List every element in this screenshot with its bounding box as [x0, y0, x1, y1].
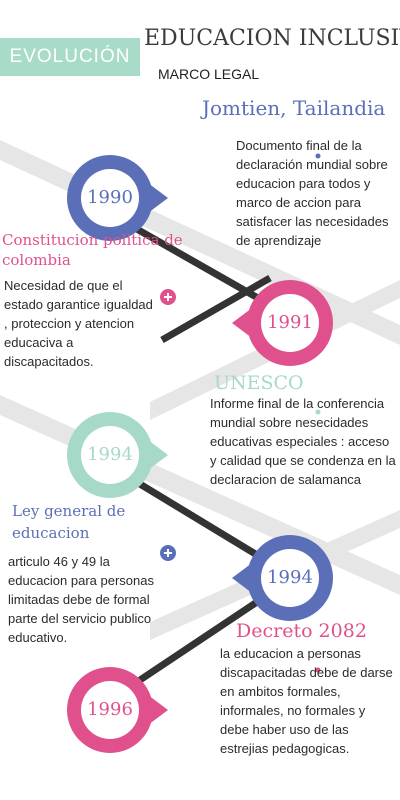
event-description: Informe final de la conferencia mundial … — [210, 396, 396, 487]
event-heading: Decreto 2082 — [236, 620, 367, 642]
connector-line — [160, 274, 272, 344]
year-circle-1996 — [67, 667, 168, 753]
event-description: articulo 46 y 49 la educacion para perso… — [8, 554, 154, 645]
dot-icon — [315, 153, 321, 159]
event-description: Documento final de la declaración mundia… — [236, 138, 389, 248]
event-heading: Constitucion politica de colombia — [2, 231, 183, 269]
event-heading: UNESCO — [214, 372, 304, 394]
evolucion-tab: EVOLUCIÓN — [0, 38, 140, 76]
year-circle-1994-a — [67, 412, 168, 498]
connector-line — [133, 224, 260, 302]
year-label: 1994 — [267, 567, 313, 588]
connector-line — [128, 475, 264, 561]
year-label: 1996 — [87, 699, 133, 720]
plus-icon — [160, 545, 176, 561]
page-title: EDUCACION INCLUSIVA — [144, 26, 400, 51]
event-description: Necesidad de que el estado garantice igu… — [4, 278, 153, 369]
event-heading: Ley general de educacion — [12, 502, 126, 542]
year-circle-1994-b — [232, 535, 333, 621]
dot-icon — [315, 667, 321, 673]
page-subtitle: MARCO LEGAL — [158, 66, 260, 82]
event-description: la educacion a personas discapacitadas d… — [220, 646, 393, 756]
year-circle-1990 — [67, 155, 168, 241]
plus-icon — [160, 289, 176, 305]
event-heading: Jomtien, Tailandia — [202, 96, 386, 120]
year-circle-1991 — [232, 280, 333, 366]
dot-icon — [315, 409, 321, 415]
connector-line — [138, 597, 262, 683]
year-label: 1994 — [87, 444, 133, 465]
year-label: 1990 — [87, 187, 133, 208]
year-label: 1991 — [267, 312, 313, 333]
